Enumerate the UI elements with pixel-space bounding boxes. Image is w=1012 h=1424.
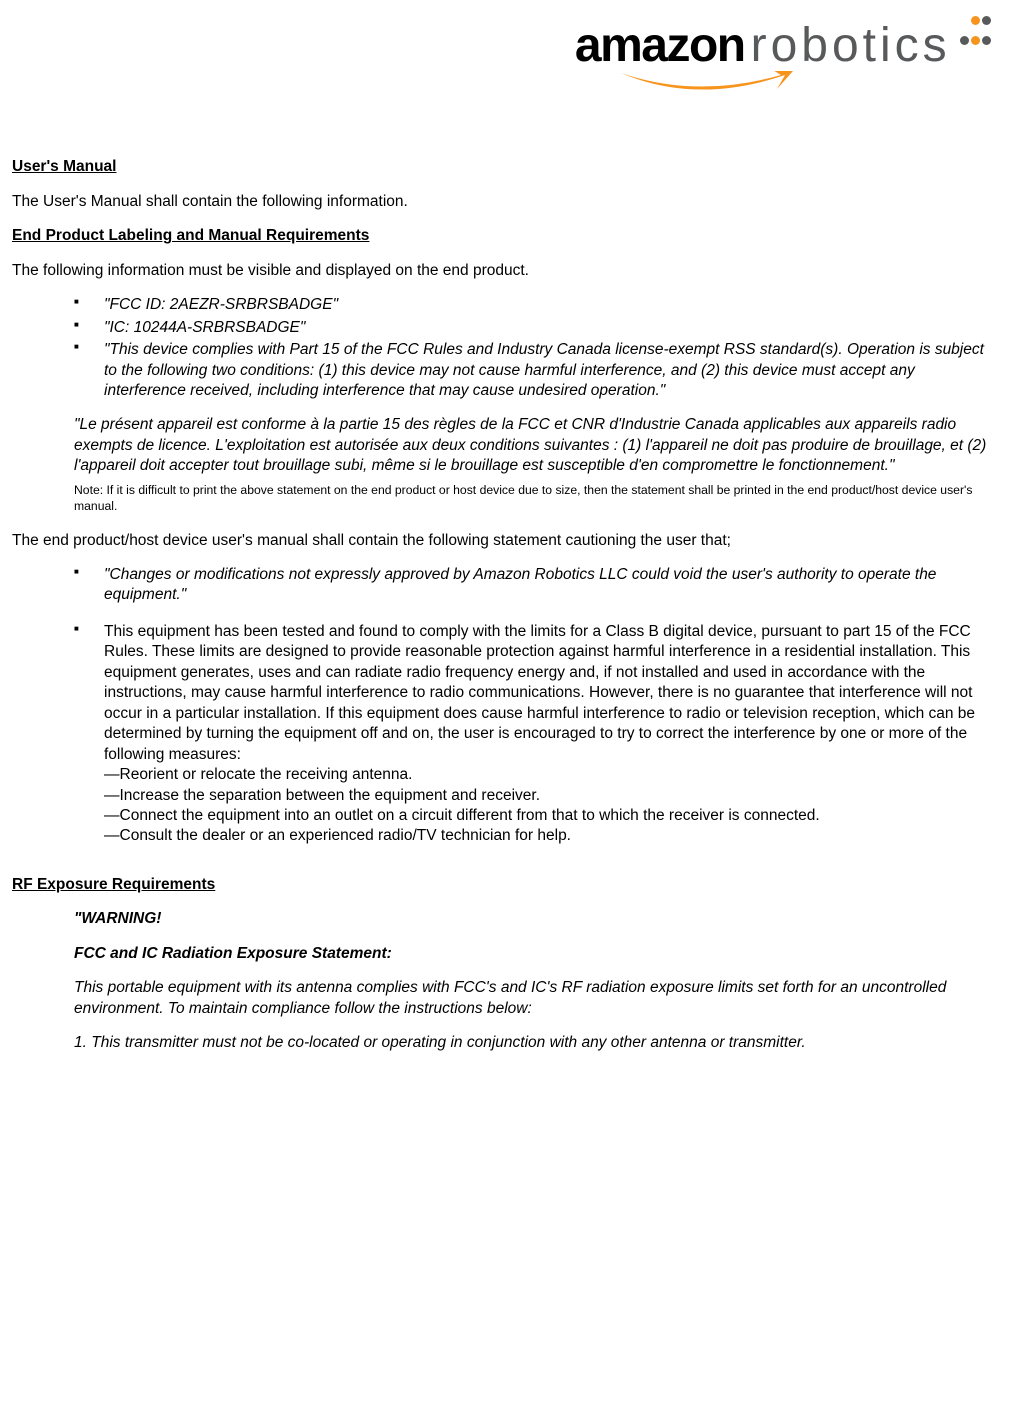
text-s3-intro: The end product/host device user's manua… <box>12 531 1000 551</box>
text-s1-intro: The User's Manual shall contain the foll… <box>12 192 1000 212</box>
paragraph-french: "Le présent appareil est conforme à la p… <box>12 415 1000 476</box>
measure-4: —Consult the dealer or an experienced ra… <box>104 826 1000 846</box>
bullet-list-labeling: "FCC ID: 2AEZR-SRBRSBADGE" "IC: 10244A-S… <box>12 295 1000 401</box>
bullet-ic-id: "IC: 10244A-SRBRSBADGE" <box>74 318 1000 338</box>
rf-body: This portable equipment with its antenna… <box>74 978 992 1019</box>
logo-block: amazonrobotics <box>12 14 1000 95</box>
bullet-list-manual-statements: "Changes or modifications not expressly … <box>12 565 1000 847</box>
bullet-fcc-id: "FCC ID: 2AEZR-SRBRSBADGE" <box>74 295 1000 315</box>
note-print-size: Note: If it is difficult to print the ab… <box>12 483 1000 515</box>
measure-1: —Reorient or relocate the receiving ante… <box>104 765 1000 785</box>
logo-dots <box>959 12 992 53</box>
logo-swoosh <box>575 71 992 95</box>
rf-item-1: 1. This transmitter must not be co-locat… <box>74 1033 992 1053</box>
measure-3: —Connect the equipment into an outlet on… <box>104 806 1000 826</box>
text-s2-intro: The following information must be visibl… <box>12 261 1000 281</box>
heading-users-manual: User's Manual <box>12 157 1000 177</box>
heading-rf-exposure: RF Exposure Requirements <box>12 875 1000 895</box>
logo-word-robotics: robotics <box>751 19 951 72</box>
bullet-changes-mods: "Changes or modifications not expressly … <box>74 565 1000 606</box>
heading-end-product: End Product Labeling and Manual Requirem… <box>12 226 1000 246</box>
rf-warning: "WARNING! <box>74 909 992 929</box>
bullet-class-b: This equipment has been tested and found… <box>74 622 1000 847</box>
logo-word-amazon: amazon <box>575 19 745 72</box>
logo: amazonrobotics <box>575 14 992 95</box>
measure-2: —Increase the separation between the equ… <box>104 786 1000 806</box>
bullet-class-b-text: This equipment has been tested and found… <box>104 623 975 763</box>
rf-statement-head: FCC and IC Radiation Exposure Statement: <box>74 944 992 964</box>
bullet-compliance-en: "This device complies with Part 15 of th… <box>74 340 1000 401</box>
